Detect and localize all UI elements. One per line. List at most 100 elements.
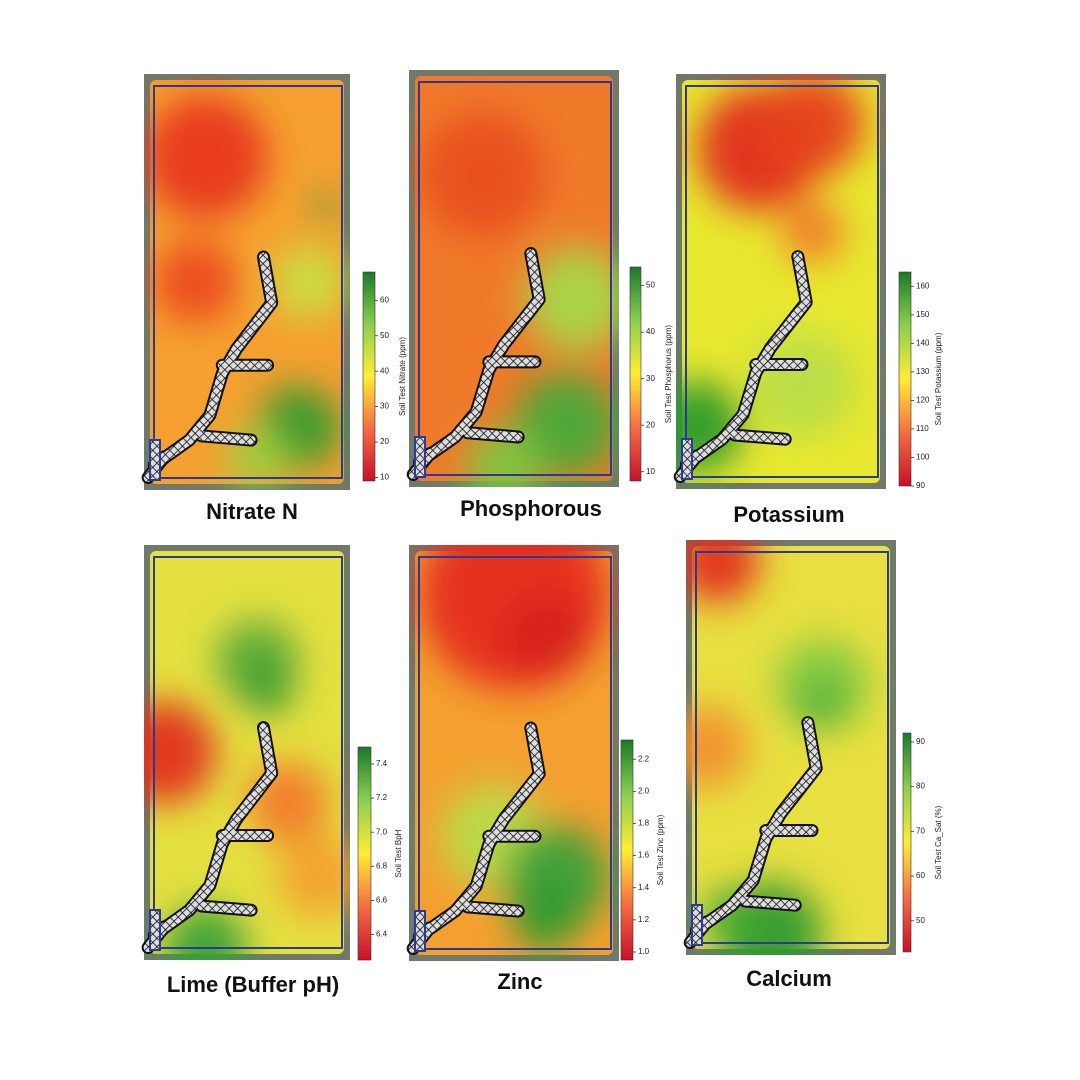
waterway <box>682 252 811 469</box>
outlet <box>681 438 693 480</box>
field-boundary <box>695 551 889 944</box>
colorbar-tick-label: 50 <box>916 916 925 925</box>
colorbar-tick-label: 10 <box>380 473 389 482</box>
colorbar-tick-label: 50 <box>380 331 389 340</box>
colorbar <box>362 271 376 482</box>
waterway <box>730 430 790 444</box>
colorbar-label: Soil Test BpH <box>394 829 403 877</box>
field-boundary <box>153 556 343 949</box>
colorbar-tick-label: 7.4 <box>376 759 388 768</box>
colorbar-tick-label: 7.2 <box>376 793 388 802</box>
map-panel: 6.4 6.6 6.8 7.0 7.2 7.4 Soil Test BpH Lime (Buf… <box>141 545 403 997</box>
heat-zone <box>419 111 546 238</box>
waterway <box>740 896 800 910</box>
outlet <box>414 910 426 952</box>
waterway <box>463 902 523 916</box>
panel-title: Lime (Buffer pH) <box>167 972 339 997</box>
outlet <box>414 436 426 478</box>
colorbar-label: Soil Test Nitrate (ppm) <box>398 337 407 416</box>
colorbar <box>902 732 912 953</box>
heat-zone <box>781 200 844 264</box>
colorbar-label: Soil Test Phosphorus (ppm) <box>664 325 673 423</box>
panel-title: Potassium <box>733 502 844 527</box>
map-panel: 10 20 30 40 50 Soil Test Phosphorus (ppm) Phos… <box>406 70 673 521</box>
map-panel: 10 20 30 40 50 60 Soil Test Nitrate (ppm) Nitra… <box>141 74 407 524</box>
waterway <box>415 248 544 467</box>
waterway <box>197 431 256 445</box>
panel-title: Zinc <box>497 969 542 994</box>
colorbar <box>898 271 912 487</box>
heat-zone <box>312 194 338 220</box>
colorbar-tick-label: 90 <box>916 737 925 746</box>
waterway <box>149 252 277 470</box>
colorbar-label: Soil Test Potassium (ppm) <box>934 332 943 425</box>
colorbar-tick-label: 90 <box>916 481 925 490</box>
colorbar-tick-label: 80 <box>916 782 925 791</box>
colorbar-label: Soil Test Ca_Sat (%) <box>934 805 943 879</box>
heat-zone <box>154 240 237 324</box>
colorbar-tick-label: 50 <box>646 281 655 290</box>
heat-zone <box>686 705 749 790</box>
heatmap <box>415 76 619 487</box>
heat-zone <box>514 371 619 477</box>
colorbar <box>629 266 642 482</box>
heat-zone <box>144 95 268 219</box>
colorbar <box>620 739 634 961</box>
heatmap-blobs <box>144 95 346 488</box>
colorbar-tick-label: 130 <box>916 367 930 376</box>
heat-zone <box>524 246 619 352</box>
colorbar-tick-label: 140 <box>916 338 930 347</box>
map-panel: 90 100 110 120 130 140 150 160 Soil Test Potassi… <box>673 74 943 527</box>
field-boundary <box>153 85 343 479</box>
heat-zone <box>514 887 577 951</box>
waterway <box>415 723 544 941</box>
colorbar-tick-label: 1.8 <box>638 819 650 828</box>
colorbar-tick-label: 1.0 <box>638 947 650 956</box>
outlet <box>149 439 161 481</box>
map-panel: 1.0 1.2 1.4 1.6 1.8 2.0 2.2 Soil Test Zinc (ppm… <box>406 545 665 994</box>
colorbar-tick-label: 1.6 <box>638 851 650 860</box>
colorbar-tick-label: 30 <box>646 374 655 383</box>
colorbar-tick-label: 160 <box>916 281 930 290</box>
outlet <box>149 909 161 951</box>
heat-zone <box>277 835 350 919</box>
heatmap <box>144 80 346 488</box>
heat-zone <box>760 74 865 177</box>
colorbar-tick-label: 20 <box>646 420 655 429</box>
heatmap-blobs <box>419 111 619 487</box>
colorbar-tick-label: 7.0 <box>376 827 388 836</box>
colorbar-tick-label: 6.8 <box>376 861 388 870</box>
colorbar-tick-label: 10 <box>646 467 655 476</box>
field-boundary <box>418 81 612 476</box>
heat-zone <box>144 701 217 804</box>
heatmap <box>415 545 613 955</box>
waterway <box>463 428 523 442</box>
panel-title: Calcium <box>746 966 832 991</box>
field-boundary <box>685 85 879 478</box>
colorbar-tick-label: 110 <box>916 424 929 433</box>
colorbar-label: Soil Test Zinc (ppm) <box>656 814 665 885</box>
colorbar-tick-label: 20 <box>380 437 389 446</box>
colorbar-tick-label: 150 <box>916 310 930 319</box>
heatmap-blobs <box>419 545 609 951</box>
colorbar-tick-label: 2.0 <box>638 786 650 795</box>
colorbar-tick-label: 1.4 <box>638 883 650 892</box>
heat-zone <box>503 594 588 679</box>
colorbar <box>357 746 372 961</box>
colorbar-tick-label: 40 <box>380 366 389 375</box>
heat-zone <box>686 540 760 603</box>
heat-zone <box>801 685 844 727</box>
waterway <box>692 718 821 935</box>
heat-zone <box>271 244 346 320</box>
waterway <box>149 723 277 940</box>
colorbar-tick-label: 2.2 <box>638 754 650 763</box>
colorbar-tick-label: 1.2 <box>638 915 650 924</box>
colorbar-tick-label: 100 <box>916 453 930 462</box>
panel-title: Nitrate N <box>206 499 298 524</box>
colorbar-tick-label: 60 <box>916 871 925 880</box>
map-panel: 50 60 70 80 90 Soil Test Ca_Sat (%) Calcium <box>683 540 943 991</box>
colorbar-tick-label: 70 <box>916 826 925 835</box>
field-boundary <box>418 556 612 950</box>
colorbar-tick-label: 60 <box>380 295 389 304</box>
